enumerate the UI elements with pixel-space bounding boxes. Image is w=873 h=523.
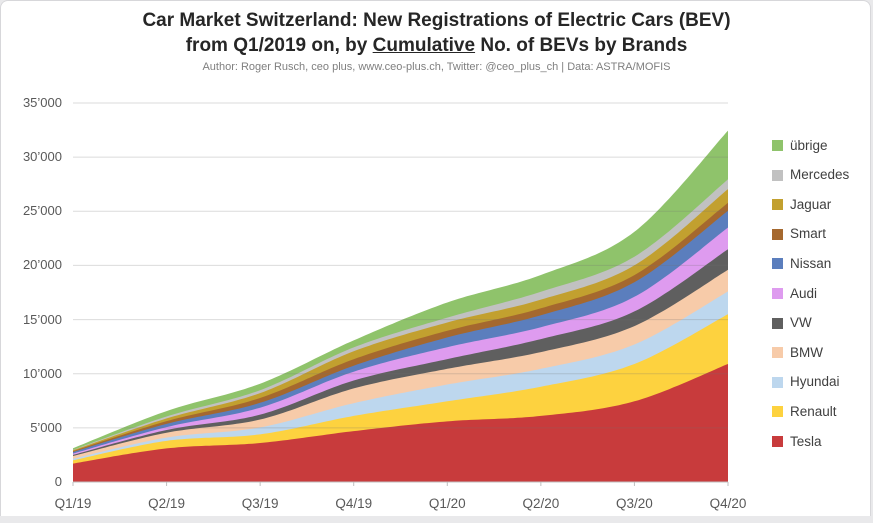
y-tick-label: 30’000 — [22, 149, 62, 165]
legend-swatch-icon — [772, 347, 783, 359]
legend-item-nissan: Nissan — [772, 256, 831, 272]
legend-label: VW — [790, 315, 812, 331]
legend-label: Nissan — [790, 255, 832, 271]
chart-subtitle: Author: Roger Rusch, ceo plus, www.ceo-p… — [202, 61, 671, 73]
legend-swatch-icon — [772, 140, 783, 151]
x-tick-label: Q4/19 — [335, 496, 373, 511]
y-tick-label: 35’000 — [22, 95, 62, 110]
legend-label: Mercedes — [790, 167, 850, 183]
legend-swatch-icon — [772, 436, 783, 447]
legend-label: BMW — [790, 344, 823, 360]
legend-swatch-icon — [772, 199, 783, 211]
chart-title-line2: from Q1/2019 on, by Cumulative No. of BE… — [0, 33, 873, 58]
legend-swatch-icon — [772, 288, 783, 299]
chart-header: Car Market Switzerland: New Registration… — [0, 8, 873, 73]
legend-label: Hyundai — [790, 374, 840, 390]
y-tick-label: 5’000 — [30, 419, 62, 435]
y-tick-label: 10’000 — [22, 365, 62, 381]
x-tick-label: Q1/20 — [428, 496, 466, 511]
legend-swatch-icon — [772, 406, 783, 418]
x-tick-label: Q4/20 — [709, 496, 747, 511]
legend-label: Smart — [790, 226, 827, 242]
y-tick-label: 20’000 — [22, 257, 62, 273]
legend-item-bmw: BMW — [772, 345, 823, 361]
legend-swatch-icon — [772, 228, 783, 240]
legend-item-mercedes: Mercedes — [772, 167, 849, 183]
legend-item-tesla: Tesla — [772, 434, 822, 450]
y-tick-label: 0 — [54, 474, 62, 489]
y-tick-label: 25’000 — [22, 203, 62, 219]
legend-item-smart: Smart — [772, 226, 826, 242]
legend-swatch-icon — [772, 317, 783, 329]
legend-label: Tesla — [790, 433, 822, 449]
legend-label: übrige — [790, 137, 828, 153]
x-tick-label: Q1/19 — [54, 496, 92, 511]
legend-item-hyundai: Hyundai — [772, 374, 840, 390]
x-tick-label: Q2/20 — [522, 496, 560, 511]
legend-item-audi: Audi — [772, 286, 817, 302]
x-tick-label: Q3/19 — [241, 496, 279, 511]
title-line2-suffix: No. of BEVs by Brands — [475, 35, 688, 56]
legend-swatch-icon — [772, 376, 783, 388]
legend-label: Audi — [790, 285, 818, 301]
x-tick-label: Q2/19 — [148, 496, 185, 511]
legend-item-übrige: übrige — [772, 138, 828, 154]
title-line2-cumulative: Cumulative — [372, 35, 476, 56]
legend-item-renault: Renault — [772, 404, 837, 420]
legend-item-vw: VW — [772, 315, 812, 331]
x-tick-label: Q3/20 — [616, 496, 653, 511]
legend-label: Jaguar — [790, 196, 832, 212]
chart-title-line1: Car Market Switzerland: New Registration… — [142, 10, 731, 31]
legend-item-jaguar: Jaguar — [772, 197, 831, 213]
legend-label: Renault — [790, 403, 837, 419]
area-tesla — [73, 364, 728, 482]
y-tick-label: 15’000 — [22, 311, 62, 327]
legend-swatch-icon — [772, 258, 783, 270]
legend-swatch-icon — [772, 169, 783, 181]
title-line2-prefix: from Q1/2019 on, by — [185, 35, 373, 56]
